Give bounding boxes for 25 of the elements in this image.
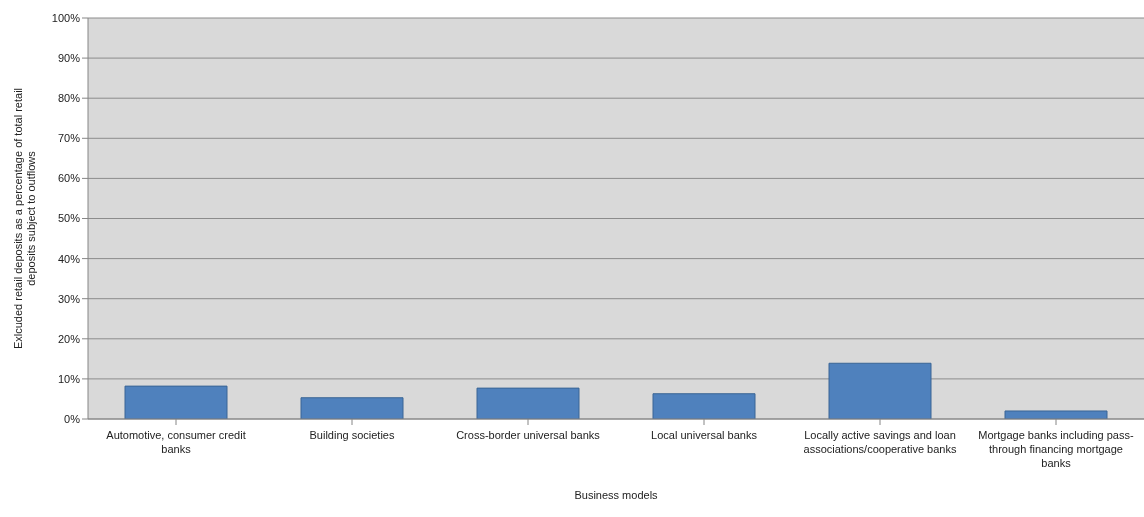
y-tick-label: 80% [57,92,81,105]
x-tick-label: Locally active savings and loan associations/cooperative banks [803,429,957,455]
x-tick-label: Cross-border universal banks [456,429,601,441]
y-tick-label: 90% [57,52,81,64]
bar [828,362,932,419]
x-tick-label: Automotive, consumer credit banks [106,429,246,455]
y-tick-label: 60% [57,172,81,185]
y-axis-title: Exlcuded retail deposits as a percentage of total retail deposits subject to outflows [12,87,37,350]
bar [124,385,228,419]
y-tick-label: 70% [57,132,81,145]
bar [652,393,756,419]
x-tick-label: Building societies [309,429,395,441]
y-tick-label: 50% [57,212,81,225]
bar [476,387,580,419]
y-tick-label: 40% [57,252,81,265]
y-tick-label: 0% [64,412,81,425]
bar [1004,410,1108,419]
bar [300,397,404,419]
y-tick-label: 10% [57,372,81,385]
y-tick-label: 30% [57,292,81,305]
y-tick-label: 20% [57,332,81,345]
x-tick-label: Local universal banks [651,429,758,441]
y-tick-label: 100% [51,11,81,24]
x-tick-label: Mortgage banks including pass-through financing mortgage banks [978,429,1134,469]
x-axis-title: Business models [574,489,659,501]
